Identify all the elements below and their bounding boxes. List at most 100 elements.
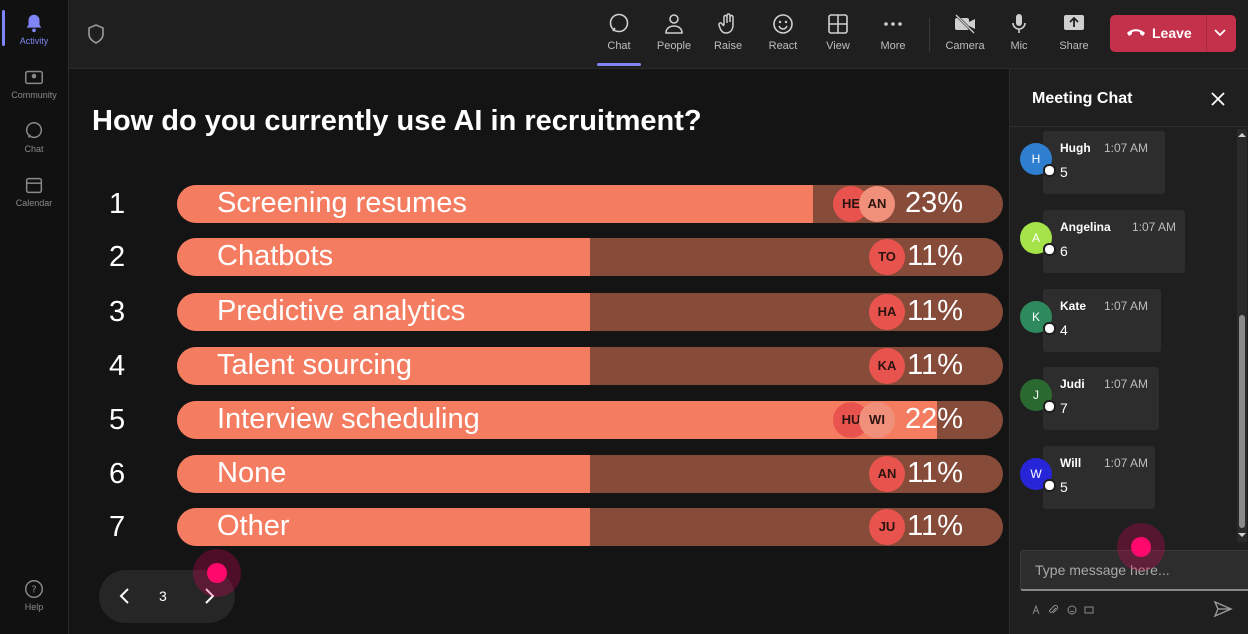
option-label: Screening resumes: [217, 187, 467, 219]
poll-option-row: 5 Interview scheduling HU WI 22%: [69, 401, 1009, 439]
mic-label: Mic: [1010, 40, 1028, 52]
chat-scrollbar[interactable]: [1237, 129, 1247, 542]
option-percent: 11%: [907, 457, 963, 489]
option-percent: 22%: [904, 403, 963, 435]
avatar[interactable]: K: [1020, 301, 1056, 335]
rail-item-chat[interactable]: Chat: [0, 110, 68, 162]
voter-avatar: AN: [859, 186, 895, 222]
bell-icon: [26, 14, 42, 33]
avatar[interactable]: A: [1020, 222, 1056, 256]
avatar[interactable]: W: [1020, 458, 1056, 492]
message-time: 1:07 AM: [1132, 220, 1177, 234]
voter-avatar: TO: [869, 239, 905, 275]
gif-icon[interactable]: [1084, 602, 1094, 614]
chevron-left-icon[interactable]: [113, 584, 137, 608]
scroll-down-icon[interactable]: [1238, 531, 1246, 539]
format-text-icon[interactable]: [1032, 602, 1042, 615]
smiley-icon: [773, 14, 793, 34]
people-button[interactable]: People: [650, 10, 698, 60]
option-number: 2: [109, 241, 126, 273]
poll-results-panel: How do you currently use AI in recruitme…: [69, 69, 1009, 634]
option-label: Predictive analytics: [217, 295, 466, 327]
voter-avatar: WI: [859, 402, 895, 438]
message-time: 1:07 AM: [1104, 377, 1149, 391]
rail-label-activity: Activity: [19, 36, 49, 46]
scroll-up-icon[interactable]: [1238, 131, 1246, 139]
option-label: Interview scheduling: [217, 403, 480, 435]
message-time: 1:07 AM: [1104, 456, 1149, 470]
format-toolbar: [1032, 602, 1097, 616]
chat-message-input[interactable]: [1020, 550, 1248, 591]
voter-avatar: AN: [869, 456, 905, 492]
rail-item-calendar[interactable]: Calendar: [0, 164, 68, 216]
chat-divider: [1010, 126, 1248, 127]
message-sender: Hugh: [1060, 141, 1091, 155]
poll-option-row: 4 Talent sourcing KA 11%: [69, 347, 1009, 385]
chevron-right-icon[interactable]: [197, 584, 221, 608]
chat-message[interactable]: Kate 1:07 AM 4: [1043, 289, 1161, 352]
avatar[interactable]: H: [1020, 143, 1056, 177]
share-screen-icon: [1064, 15, 1084, 30]
attach-icon[interactable]: [1049, 602, 1059, 614]
presence-dot: [1043, 322, 1056, 335]
rail-item-help[interactable]: ? Help: [0, 568, 68, 620]
chat-button[interactable]: Chat: [595, 10, 643, 66]
leave-button[interactable]: Leave: [1110, 15, 1236, 52]
option-number: 5: [109, 404, 126, 436]
message-sender: Judi: [1060, 377, 1085, 391]
option-percent: 11%: [907, 510, 963, 542]
view-label: View: [826, 40, 850, 52]
chat-message[interactable]: Judi 1:07 AM 7: [1043, 367, 1159, 430]
message-sender: Will: [1060, 456, 1082, 470]
option-label: Chatbots: [217, 240, 334, 272]
camera-button[interactable]: Camera: [941, 10, 989, 60]
option-number: 3: [109, 296, 126, 328]
option-percent: 11%: [907, 240, 963, 272]
send-icon[interactable]: [1213, 599, 1233, 619]
share-button[interactable]: Share: [1050, 10, 1098, 60]
result-bar: Predictive analytics HA 11%: [177, 293, 1003, 331]
result-bar-fill: [177, 185, 813, 223]
option-number: 1: [109, 188, 126, 220]
rail-item-activity[interactable]: Activity: [0, 2, 68, 54]
emoji-icon[interactable]: [1067, 602, 1077, 615]
leave-label: Leave: [1152, 25, 1192, 41]
poll-question: How do you currently use AI in recruitme…: [92, 105, 702, 137]
grid-view-icon: [828, 14, 848, 34]
result-bar-fill: [177, 455, 590, 493]
page-number: 3: [159, 588, 167, 604]
chevron-down-icon[interactable]: [1213, 26, 1227, 40]
svg-text:?: ?: [31, 585, 36, 596]
chat-message[interactable]: Angelina 1:07 AM 6: [1043, 210, 1185, 273]
chat-message[interactable]: Hugh 1:07 AM 5: [1043, 131, 1165, 194]
avatar-initial: K: [1031, 310, 1040, 324]
raise-hand-button[interactable]: Raise: [704, 10, 752, 60]
community-icon: [25, 70, 43, 85]
rail-label-chat: Chat: [24, 144, 44, 154]
rail-item-community[interactable]: Community: [0, 56, 68, 108]
option-number: 4: [109, 350, 126, 382]
click-indicator: [193, 549, 241, 597]
poll-option-row: 6 None AN 11%: [69, 455, 1009, 493]
voter-avatar: KA: [869, 348, 905, 384]
avatar[interactable]: J: [1020, 379, 1056, 413]
result-bar-fill: [177, 401, 937, 439]
presence-dot: [1043, 164, 1056, 177]
shield-icon[interactable]: [87, 24, 105, 44]
close-icon[interactable]: [1209, 90, 1227, 108]
avatar-initial: J: [1033, 388, 1039, 402]
more-button[interactable]: More: [869, 10, 917, 60]
result-bar: Chatbots TO 11%: [177, 238, 1003, 276]
mic-button[interactable]: Mic: [995, 10, 1043, 60]
result-bar-fill: [177, 508, 590, 546]
scroll-thumb[interactable]: [1239, 315, 1245, 528]
chat-message[interactable]: Will 1:07 AM 5: [1043, 446, 1155, 509]
message-sender: Angelina: [1060, 220, 1111, 234]
mic-icon: [1012, 14, 1026, 33]
option-percent: 11%: [907, 349, 963, 381]
help-icon: ?: [25, 580, 43, 598]
react-button[interactable]: React: [759, 10, 807, 60]
view-button[interactable]: View: [814, 10, 862, 60]
message-text: 5: [1060, 164, 1068, 180]
option-label: Talent sourcing: [217, 349, 413, 381]
